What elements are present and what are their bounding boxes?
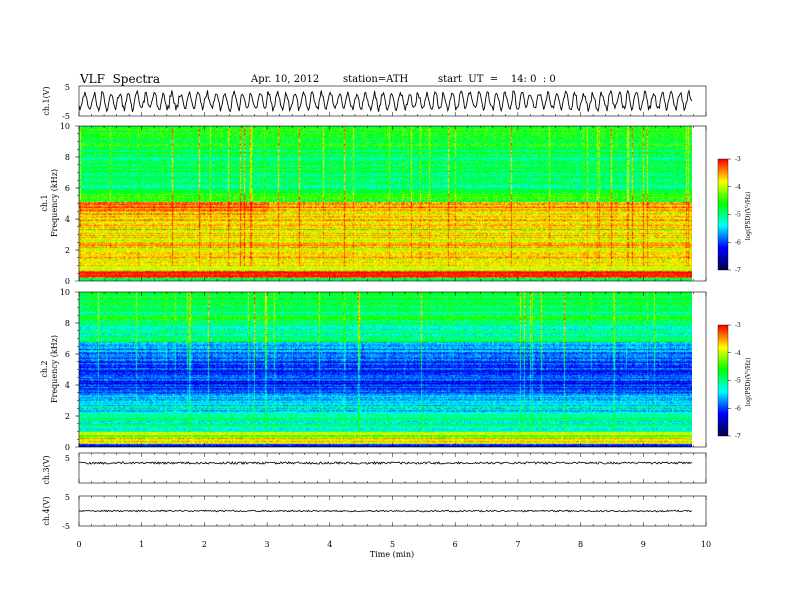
start-time-label: start UT = 14: 0 : 0 [438, 74, 556, 85]
ch2-colorbar-label: log(PSD)(V²/Hz) [745, 358, 752, 407]
ch3-waveform [78, 460, 693, 465]
y-tick-label: 2 [65, 412, 70, 421]
ch4-ytick-bottom: -5 [62, 522, 70, 531]
y-tick-label: 2 [65, 246, 70, 255]
ch1-spectrogram-panel: ch.1 Frequency (kHz) [40, 125, 707, 282]
colorbar-tick-label: -4 [735, 184, 741, 191]
colorbar-tick-label: -3 [735, 322, 741, 329]
ch1-colorbar-gradient [718, 159, 728, 270]
colorbar-tick-label: -4 [735, 350, 741, 357]
colorbar-tick-label: -5 [735, 212, 741, 219]
colorbar-tick-label: -7 [735, 267, 741, 274]
ch3-ylabel: ch.3(V) [42, 455, 51, 484]
ch1-ytick-bottom: -5 [62, 112, 70, 121]
chart-title: VLF Spectra [80, 72, 161, 86]
ch4-ylabel: ch.4(V) [42, 496, 51, 525]
ch2-spectrogram-image [79, 292, 692, 447]
ch3-ytick-top: 5 [65, 454, 70, 463]
ch1-colorbar-label: log(PSD)(V²/Hz) [745, 192, 752, 241]
x-tick-label: 4 [327, 540, 332, 549]
y-tick-label: 6 [65, 350, 70, 359]
y-tick-label: 4 [65, 215, 70, 224]
y-tick-label: 0 [65, 277, 70, 286]
x-tick-label: 8 [578, 540, 583, 549]
x-tick-label: 3 [265, 540, 270, 549]
ch4-waveform [78, 509, 693, 513]
ch1-ylabel: ch.1(V) [42, 86, 51, 115]
y-tick-label: 10 [60, 122, 70, 131]
y-tick-label: 6 [65, 184, 70, 193]
y-tick-label: 0 [65, 443, 70, 452]
colorbar-tick-label: -7 [735, 433, 741, 440]
ch3-frame [78, 452, 707, 484]
time-xlabel: Time (min) [370, 550, 414, 559]
ch2-spectrogram-panel: ch.2 Frequency (kHz) [40, 291, 707, 448]
x-tick-label: 6 [453, 540, 458, 549]
ch1-frame [78, 85, 707, 117]
y-tick-label: 10 [60, 288, 70, 297]
x-tick-label: 9 [641, 540, 646, 549]
ch2-spectrogram-ylabel-frequency: Frequency (kHz) [50, 335, 59, 403]
colorbar-tick-label: -5 [735, 378, 741, 385]
ch1-ytick-top: 5 [65, 83, 70, 92]
ch4-ytick-top: 5 [65, 493, 70, 502]
y-tick-label: 8 [65, 319, 70, 328]
colorbar-tick-label: -3 [735, 156, 741, 163]
x-tick-label: 5 [390, 540, 395, 549]
x-tick-label: 1 [139, 540, 144, 549]
ch2-colorbar-gradient [718, 325, 728, 436]
y-tick-label: 4 [65, 381, 70, 390]
station-label: station=ATH [343, 74, 409, 85]
axis-ticks: 0 1 2 3 4 5 6 7 8 9 10 0 2 4 6 8 10 0 2 4 6 8 10 -3 -4 -5 -6 -7 -3 -4… [60, 112, 741, 549]
ch1-spectrogram-ylabel-channel: ch.1 [40, 194, 49, 211]
x-tick-label: 2 [202, 540, 207, 549]
colorbar-tick-label: -6 [735, 405, 741, 412]
x-tick-label: 0 [76, 540, 81, 549]
ch1-waveform [78, 88, 693, 113]
y-tick-label: 8 [65, 153, 70, 162]
x-tick-label: 7 [515, 540, 520, 549]
x-tick-label: 10 [701, 540, 711, 549]
ch1-spectrogram-image [79, 126, 692, 281]
date-label: Apr. 10, 2012 [251, 74, 320, 85]
ch2-spectrogram-ylabel-channel: ch.2 [40, 360, 49, 377]
colorbar-tick-label: -6 [735, 239, 741, 246]
ch1-spectrogram-ylabel-frequency: Frequency (kHz) [50, 169, 59, 237]
